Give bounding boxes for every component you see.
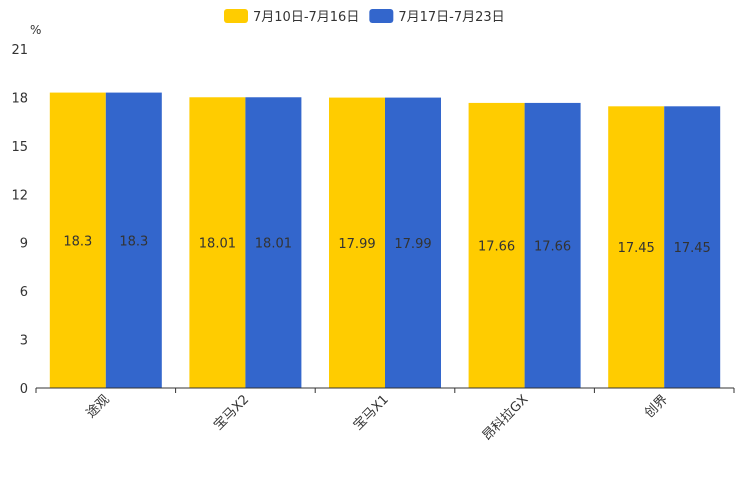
y-tick-label: 12 [11,188,28,203]
x-tick-label: 昂科拉GX [480,392,532,444]
legend-label: 7月10日-7月16日 [253,10,359,25]
legend-swatch [224,9,248,23]
bar [189,97,246,388]
bar [608,106,665,389]
y-tick-label: 9 [20,237,28,252]
y-tick-label: 15 [11,140,28,155]
data-label: 17.45 [618,241,655,256]
bar [468,102,525,388]
data-label: 18.01 [255,237,292,252]
data-label: 18.3 [63,234,92,249]
x-tick-label: 宝马X2 [211,392,252,433]
y-tick-label: 3 [20,334,28,349]
y-axis-unit: % [30,23,41,37]
data-label: 18.01 [199,237,236,252]
y-tick-label: 18 [11,91,28,106]
y-tick-label: 0 [20,382,28,397]
data-label: 18.3 [119,234,148,249]
bar [385,97,441,388]
bar [524,102,581,388]
x-tick-label: 途观 [83,392,113,422]
legend-swatch [369,9,394,23]
data-label: 17.99 [394,237,431,252]
data-label: 17.99 [338,237,375,252]
y-tick-label: 6 [20,285,28,300]
data-label: 17.45 [674,241,711,256]
x-tick-label: 宝马X1 [351,392,392,433]
data-label: 17.66 [478,239,515,254]
bar [329,97,385,388]
bar [664,106,721,389]
data-label: 17.66 [534,239,571,254]
bar [49,92,106,388]
bar [245,97,302,388]
bar [105,92,162,388]
x-tick-label: 创界 [642,392,671,421]
legend-label: 7月17日-7月23日 [398,10,504,25]
y-tick-label: 21 [11,43,28,58]
